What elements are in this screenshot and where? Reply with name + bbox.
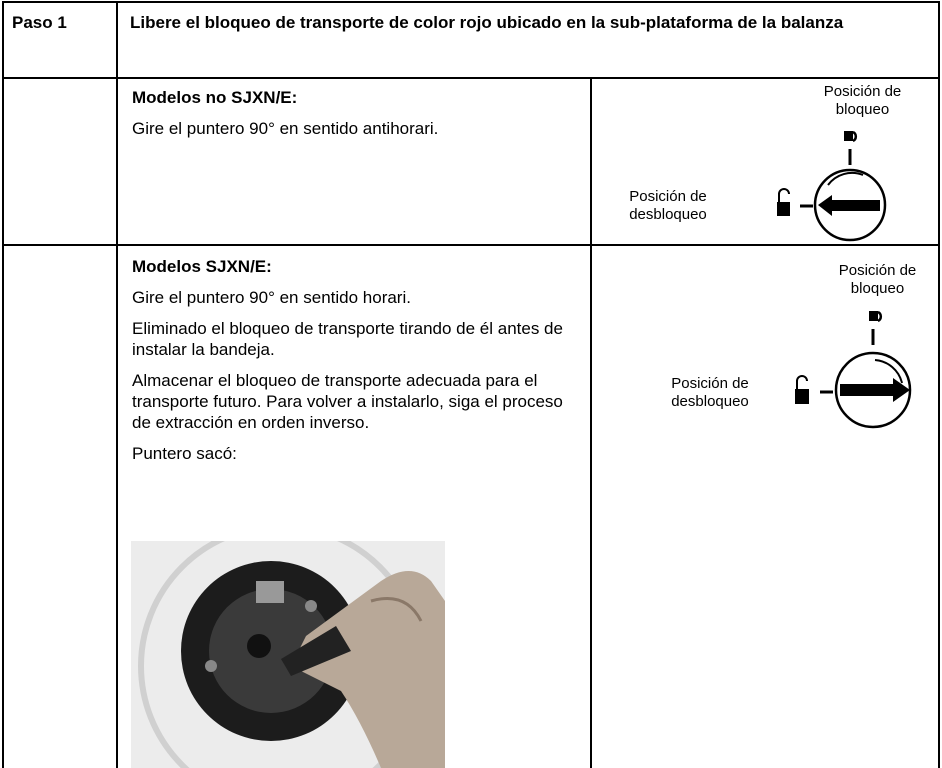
paragraph: Gire el puntero 90° en sentido antihorar… (132, 119, 439, 138)
section: Modelos SJXN/E: Gire el puntero 90° en s… (132, 256, 582, 474)
rule (2, 77, 940, 79)
section: Modelos no SJXN/E: Gire el puntero 90° e… (132, 87, 582, 149)
lock-dial (777, 130, 887, 242)
step-title: Libere el bloqueo de transporte de color… (130, 13, 844, 32)
section-heading: Modelos no SJXN/E: (132, 88, 298, 107)
rule (116, 1, 118, 768)
rule (2, 1, 4, 768)
rule (2, 1, 940, 3)
section-heading: Modelos SJXN/E: (132, 257, 272, 276)
rule (590, 78, 592, 768)
paragraph: Almacenar el bloqueo de transporte adecu… (132, 371, 563, 432)
rule (938, 1, 940, 768)
photo (131, 541, 445, 768)
rule (2, 244, 940, 246)
lock-label: Posición de bloqueo (838, 262, 917, 297)
lock-dial (795, 310, 912, 429)
lock-label: Posición de bloqueo (823, 83, 902, 118)
paragraph: Gire el puntero 90° en sentido horari. (132, 288, 411, 307)
paragraph: Puntero sacó: (132, 444, 237, 463)
paragraph: Eliminado el bloqueo de transporte tiran… (132, 319, 563, 359)
unlock-label: Posición de desbloqueo (671, 375, 749, 410)
step-label: Paso 1 (12, 13, 67, 32)
unlock-label: Posición de desbloqueo (629, 188, 707, 223)
